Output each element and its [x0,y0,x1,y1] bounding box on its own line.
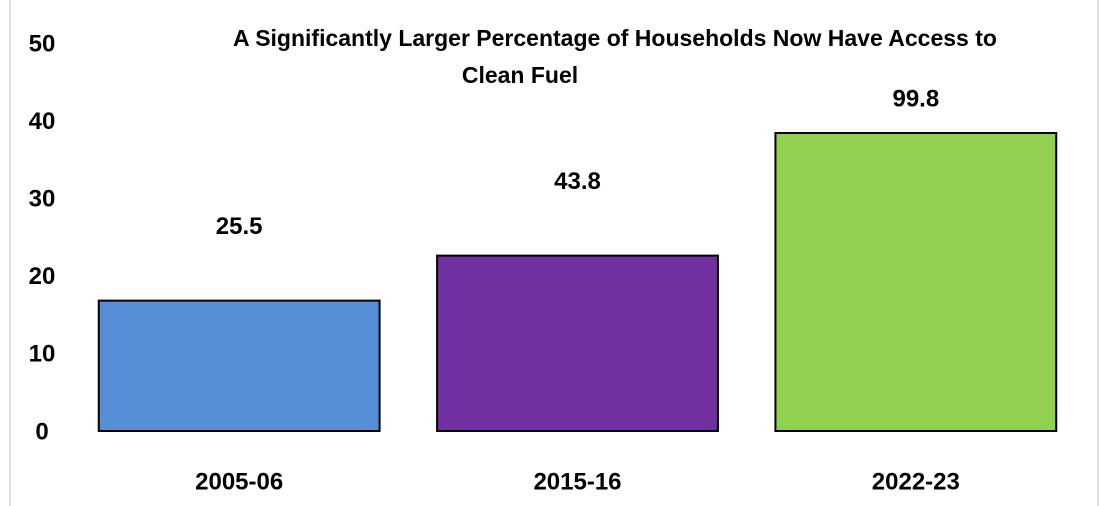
y-tick-label: 40 [29,108,56,135]
y-tick-label: 30 [29,186,56,213]
x-tick-label: 2005-06 [195,468,283,495]
chart-frame [9,0,1099,506]
annotation: 99.8 [892,85,939,112]
bar [436,254,719,432]
x-tick-label: 2022-23 [872,468,960,495]
annotation: 25.5 [216,213,263,240]
y-tick-label: 50 [29,30,56,57]
bar [774,132,1058,433]
chart-title: A Significantly Larger Percentage of Hou… [233,25,997,51]
y-tick-label: 10 [29,341,56,368]
y-tick-label: 0 [35,418,48,445]
chart-title: Clean Fuel [462,62,578,88]
bar [97,299,381,432]
annotation: 43.8 [554,168,601,195]
y-tick-label: 20 [29,263,56,290]
x-tick-label: 2015-16 [533,468,621,495]
